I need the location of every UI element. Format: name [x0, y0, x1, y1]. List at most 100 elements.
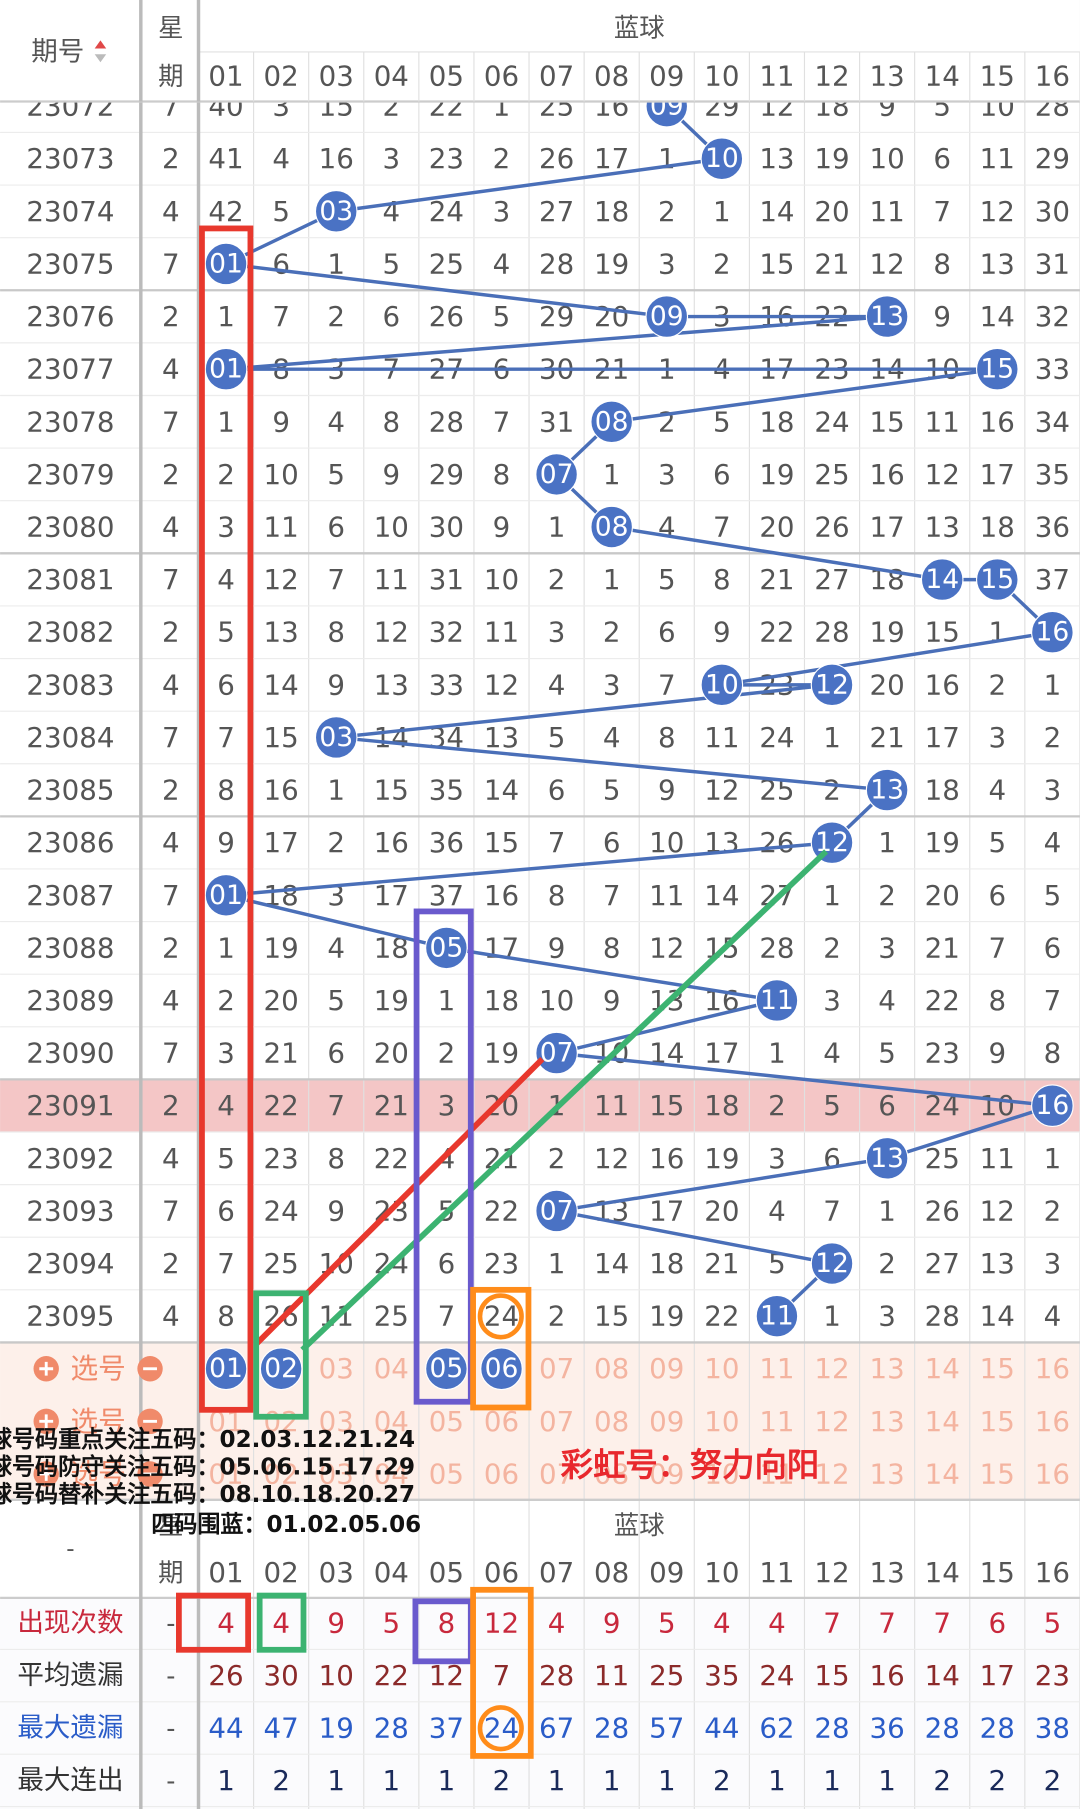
sort-up	[94, 40, 107, 49]
cell-value: 36	[429, 826, 464, 859]
highlight-circle	[477, 1705, 524, 1752]
cell-value: 28	[539, 247, 574, 280]
select-number[interactable]: 11	[759, 1352, 794, 1385]
stat-value: 19	[319, 1712, 354, 1745]
select-number[interactable]: 04	[374, 1405, 409, 1438]
select-number[interactable]: 08	[594, 1457, 629, 1490]
stat-value: 44	[208, 1712, 243, 1745]
ball	[810, 663, 854, 707]
column-header: 01	[208, 60, 243, 93]
select-number[interactable]: 03	[319, 1457, 354, 1490]
stat-value: 28	[539, 1659, 574, 1692]
select-number[interactable]: 12	[814, 1405, 849, 1438]
select-number[interactable]: 05	[429, 1457, 464, 1490]
cell-value: 5	[658, 563, 676, 596]
cell-value: 15	[870, 405, 905, 438]
cell-value: 2	[327, 826, 345, 859]
column-header: 02	[264, 60, 299, 93]
select-number[interactable]: 13	[870, 1457, 905, 1490]
select-number[interactable]: 14	[925, 1457, 960, 1490]
ball	[865, 768, 909, 812]
select-number[interactable]: 01	[208, 1457, 243, 1490]
select-number[interactable]: 07	[539, 1352, 574, 1385]
cell-value: 30	[429, 511, 464, 544]
select-number[interactable]: 16	[1035, 1352, 1070, 1385]
cell-value: 2	[823, 931, 841, 964]
select-number[interactable]: 09	[649, 1352, 684, 1385]
select-number[interactable]: 10	[704, 1405, 739, 1438]
cell-value: 37	[1035, 563, 1070, 596]
select-number[interactable]: 12	[814, 1457, 849, 1490]
ball	[425, 926, 468, 970]
ball-number: 09	[650, 301, 684, 332]
cell-value: 20	[594, 300, 629, 333]
cell-value: 17	[704, 1037, 739, 1070]
stat-value: 5	[658, 1607, 676, 1640]
column-header: 13	[870, 60, 905, 93]
cell-value: 16	[264, 774, 299, 807]
select-number[interactable]: 07	[539, 1457, 574, 1490]
select-number[interactable]: 11	[759, 1457, 794, 1490]
select-number[interactable]: 04	[374, 1352, 409, 1385]
select-number[interactable]: 16	[1035, 1457, 1070, 1490]
select-number[interactable]: 14	[925, 1405, 960, 1438]
cell-value: 24	[264, 1194, 299, 1227]
cell-value: 19	[925, 826, 960, 859]
ball	[1031, 610, 1074, 654]
cell-value: 29	[429, 458, 464, 491]
select-number[interactable]: 13	[870, 1405, 905, 1438]
selection-bg	[0, 1342, 1080, 1500]
select-number[interactable]: 08	[594, 1405, 629, 1438]
select-number[interactable]: 12	[814, 1352, 849, 1385]
select-number[interactable]: 04	[374, 1457, 409, 1490]
select-number[interactable]: 02	[264, 1457, 299, 1490]
stat-value: 57	[649, 1712, 684, 1745]
ball	[535, 1031, 578, 1075]
mark-line	[300, 849, 829, 1352]
stat-value: 7	[878, 1607, 896, 1640]
select-number[interactable]: 15	[980, 1405, 1015, 1438]
select-number[interactable]: 15	[980, 1457, 1015, 1490]
period-header[interactable]: 期号	[31, 36, 84, 67]
sub-column: 03	[319, 1556, 354, 1589]
select-number[interactable]: 10	[704, 1457, 739, 1490]
cell-value: 21	[759, 563, 794, 596]
stat-value: 47	[264, 1712, 299, 1745]
cell-value: 1	[217, 405, 235, 438]
cell-value: 27	[925, 1247, 960, 1280]
period: 23084	[26, 721, 114, 754]
select-number[interactable]: 11	[759, 1405, 794, 1438]
select-number[interactable]: 07	[539, 1405, 574, 1438]
stat-value: 9	[603, 1607, 621, 1640]
cell-value: 2	[1044, 1194, 1062, 1227]
select-number[interactable]: 03	[319, 1352, 354, 1385]
cell-value: 14	[980, 1300, 1015, 1333]
cell-value: 18	[704, 1089, 739, 1122]
sub-period: -	[66, 1536, 74, 1562]
select-number[interactable]: 06	[484, 1457, 519, 1490]
column-header: 10	[704, 60, 739, 93]
select-number[interactable]: 03	[319, 1405, 354, 1438]
period: 23079	[26, 458, 114, 491]
sub-column: 01	[208, 1556, 243, 1589]
select-number[interactable]: 09	[649, 1457, 684, 1490]
cell-value: 4	[217, 563, 235, 596]
select-number[interactable]: 02	[264, 1405, 299, 1438]
cell-value: 8	[1044, 1037, 1062, 1070]
stat-value: 44	[704, 1712, 739, 1745]
select-number[interactable]: 14	[925, 1352, 960, 1385]
sort-down	[94, 54, 107, 63]
select-number[interactable]: 16	[1035, 1405, 1070, 1438]
stat-value: 26	[208, 1659, 243, 1692]
select-number[interactable]: 13	[870, 1352, 905, 1385]
cell-value: 10	[374, 511, 409, 544]
select-number[interactable]: 08	[594, 1352, 629, 1385]
ball-number: 01	[209, 354, 243, 385]
select-number[interactable]: 10	[704, 1352, 739, 1385]
select-number[interactable]: 15	[980, 1352, 1015, 1385]
select-number[interactable]: 05	[429, 1405, 464, 1438]
cell-value: 5	[713, 405, 731, 438]
cell-value: 7	[988, 931, 1006, 964]
ball-number: 15	[980, 564, 1014, 595]
select-number[interactable]: 09	[649, 1405, 684, 1438]
